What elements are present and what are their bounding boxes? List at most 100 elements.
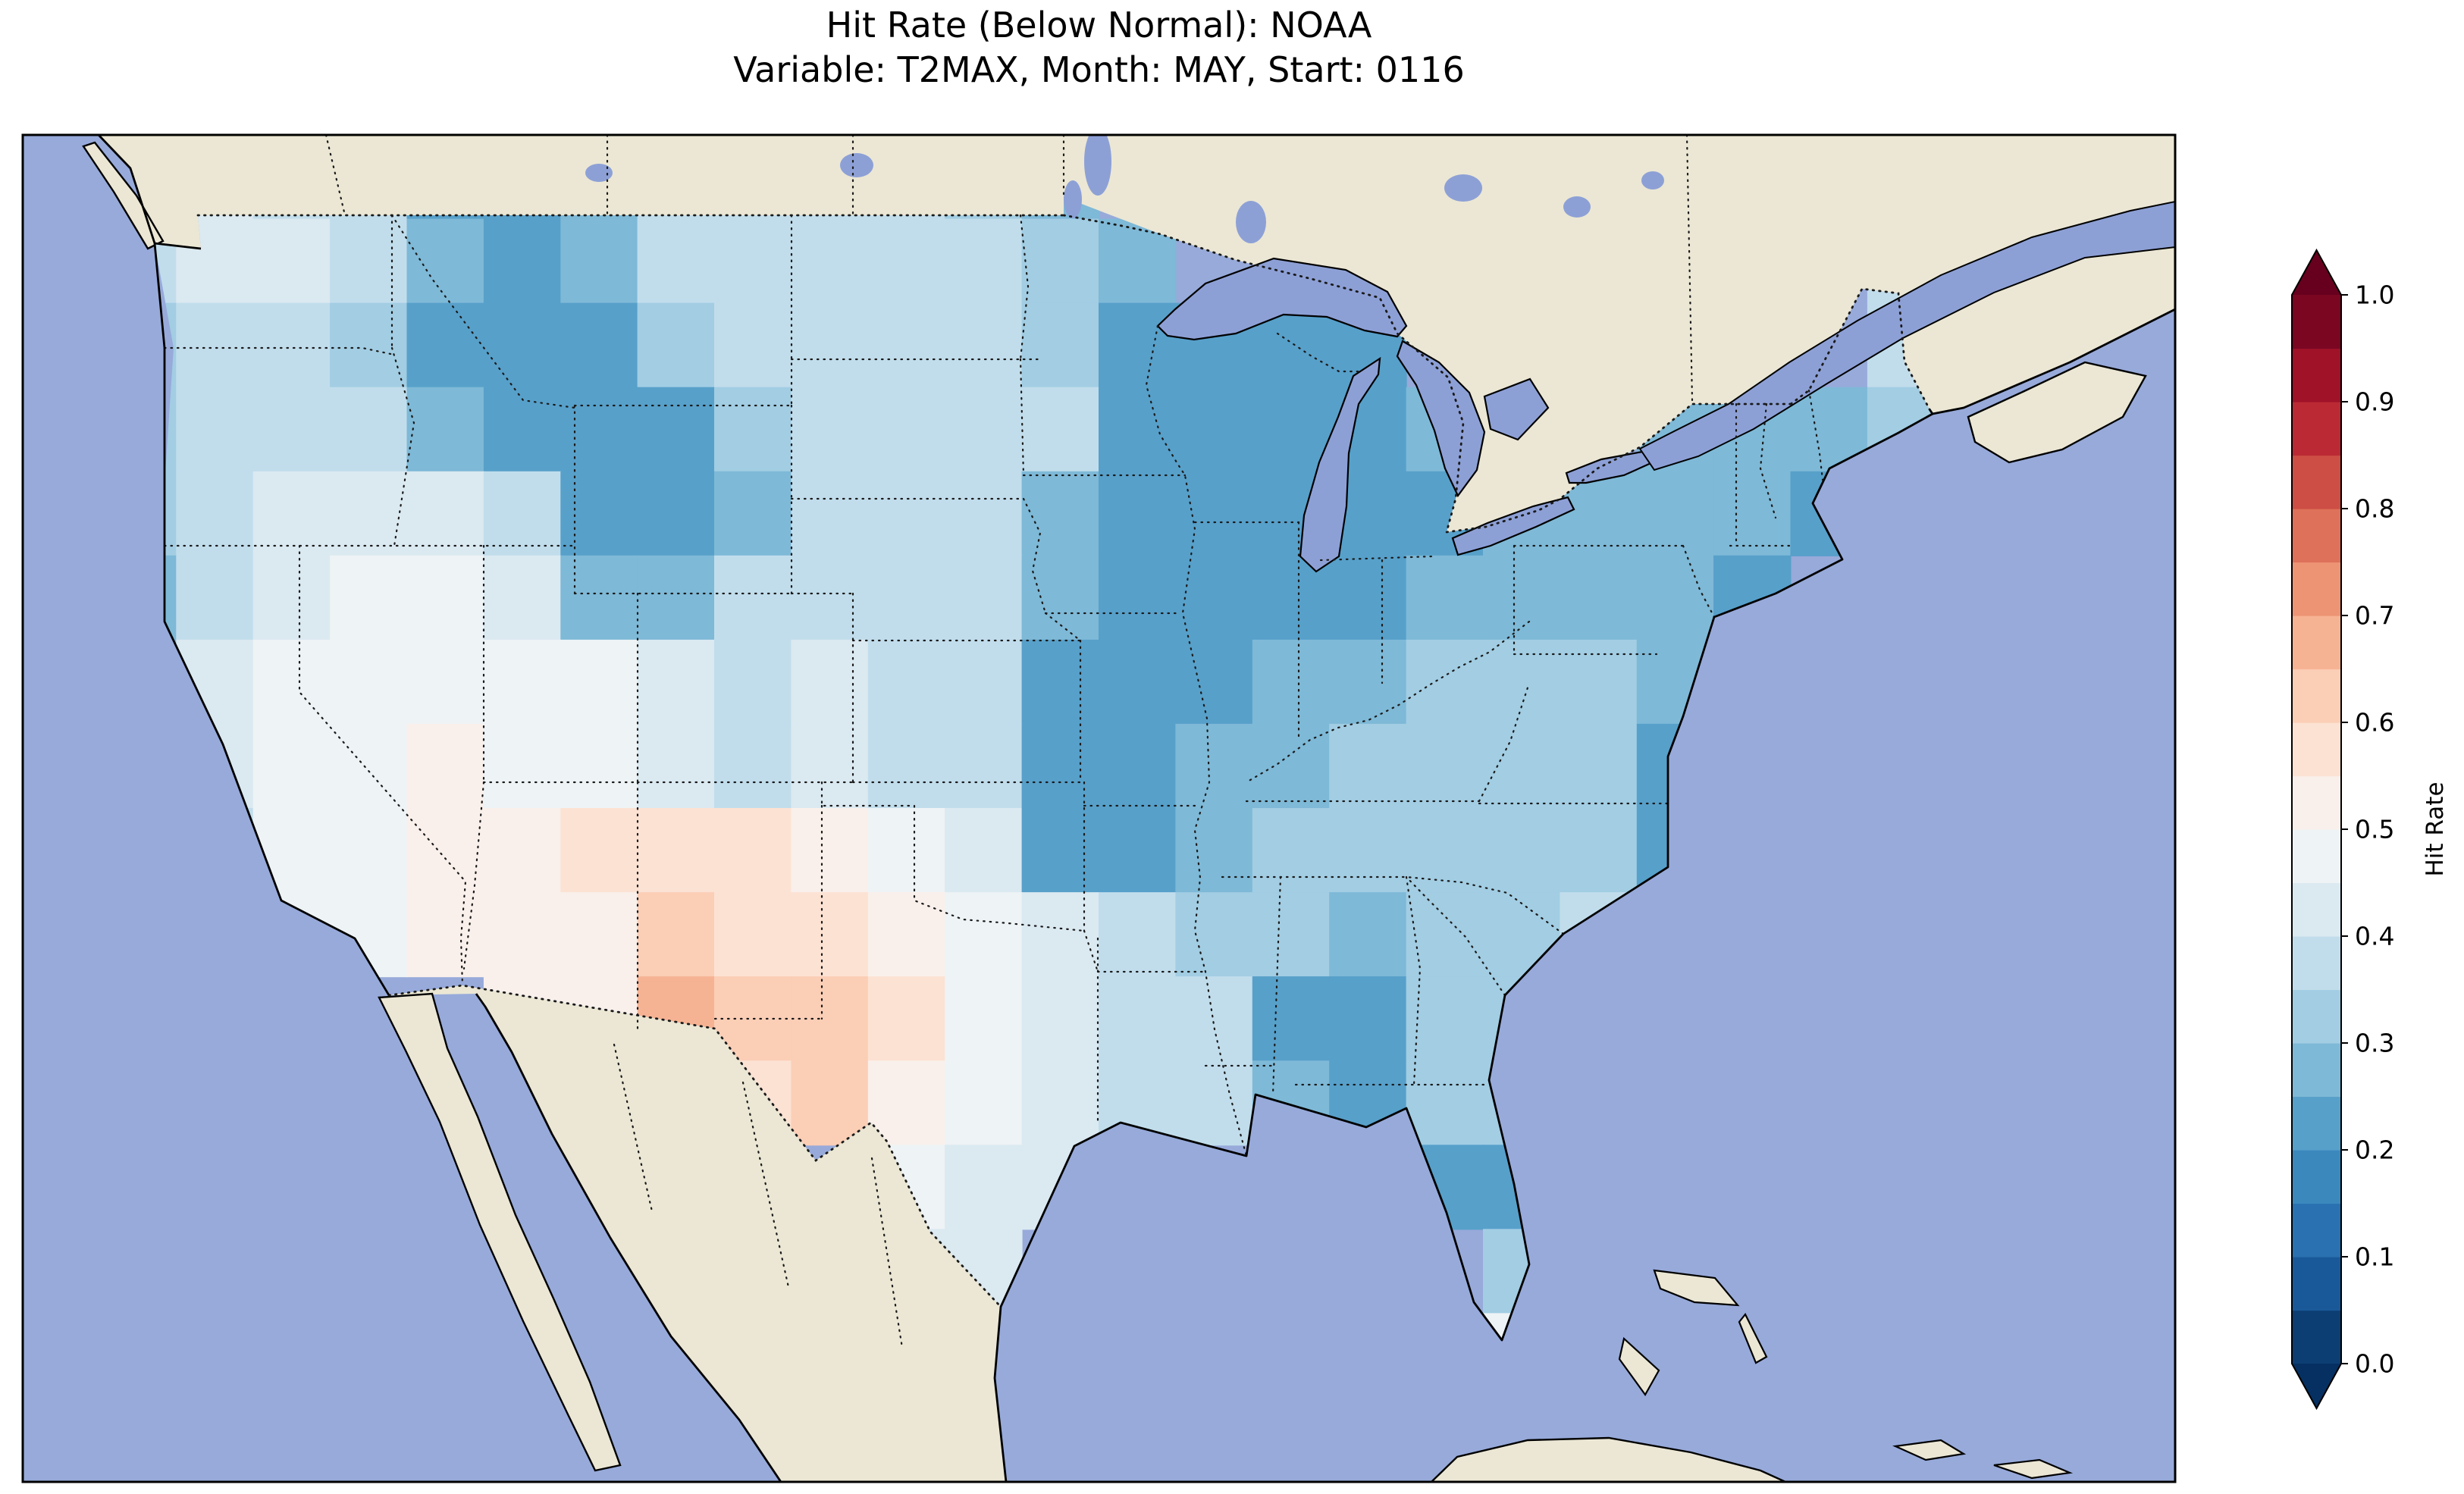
island (1892, 1439, 1967, 1461)
colorbar-segment (2292, 669, 2341, 723)
grid-cell (1560, 808, 1638, 894)
grid-cell (252, 555, 331, 641)
grid-cell (560, 808, 638, 894)
grid-cell (483, 302, 562, 388)
grid-cell (483, 387, 562, 472)
grid-cell (1329, 639, 1407, 725)
grid-cell (945, 723, 1023, 809)
grid-cell (483, 639, 562, 725)
grid-cell (637, 639, 715, 725)
colorbar-tick-label: 0.5 (2355, 815, 2394, 844)
baja-california (378, 992, 622, 1472)
colorbar-tick-label: 0.4 (2355, 922, 2394, 951)
vancouver-island (82, 141, 165, 250)
coastline (1932, 308, 2175, 415)
grid-cell (1021, 555, 1099, 641)
grid-cell (1406, 976, 1484, 1062)
grid-cell (406, 302, 484, 388)
grid-cell (1329, 555, 1407, 641)
grid-cell (1329, 723, 1407, 809)
grid-cell (1021, 639, 1099, 725)
grid-cell (330, 387, 408, 472)
great-lake (1483, 377, 1550, 441)
state-border (298, 544, 467, 987)
grid-cell (714, 639, 792, 725)
grid-cell (1406, 808, 1484, 894)
mexico-land (389, 985, 1006, 1482)
grid-cell (1021, 387, 1099, 472)
grid-cell (560, 723, 638, 809)
grid-cell (252, 639, 331, 725)
grid-cell (483, 471, 562, 556)
state-border (1682, 544, 1716, 619)
colorbar-segment (2292, 936, 2341, 991)
grid-cell (1099, 555, 1177, 641)
canadian-lake (840, 153, 873, 177)
grid-cell (1099, 808, 1177, 894)
grid-cell (1252, 976, 1331, 1062)
grid-cell (791, 218, 869, 304)
state-border (390, 214, 576, 409)
grid-cell (330, 639, 408, 725)
island (1993, 1458, 2074, 1480)
grid-cell (330, 302, 408, 388)
colorbar-tick-label: 0.6 (2355, 708, 2394, 738)
colorbar-extend-low-triangle (2292, 1364, 2341, 1408)
grid-cell (1483, 555, 1561, 641)
grid-cell (867, 723, 946, 809)
grid-cell (176, 302, 254, 388)
grid-cell (1636, 471, 1715, 556)
grid-cell (1021, 471, 1099, 556)
grid-cell (406, 892, 484, 978)
grid-cell (945, 639, 1023, 725)
grid-cell (945, 976, 1023, 1062)
state-border (1022, 497, 1047, 615)
grid-cell (1713, 471, 1792, 556)
grid-cell (791, 892, 869, 978)
grid-cell (791, 639, 869, 725)
colorbar-segment (2292, 989, 2341, 1044)
coastline (97, 135, 156, 244)
grid-cell (791, 387, 869, 472)
canadian-lake (1084, 135, 1111, 196)
colorbar-segment (2292, 775, 2341, 830)
canadian-lake (1563, 196, 1591, 218)
grid-cell (330, 471, 408, 556)
coastline (153, 242, 390, 996)
province-border (324, 135, 346, 217)
great-lake (1396, 340, 1486, 498)
grid-cell (791, 471, 869, 556)
grid-cell (1099, 976, 1177, 1062)
colorbar-tick-label: 0.8 (2355, 494, 2394, 524)
grid-cell (1175, 471, 1253, 556)
grid-cell (1175, 387, 1253, 472)
grid-cell (483, 218, 562, 304)
hit-rate-grid (155, 197, 1933, 1340)
grid-cell (791, 723, 869, 809)
grid-cell (791, 302, 869, 388)
grid-cell (637, 808, 715, 894)
grid-cell (1406, 1060, 1484, 1146)
grid-cell (945, 808, 1023, 894)
grid-cell (1175, 723, 1253, 809)
colorbar-segment (2292, 882, 2341, 937)
grid-cell (945, 892, 1023, 978)
grid-cell (176, 471, 254, 556)
grid-cell (406, 218, 484, 304)
state-border (1019, 358, 1025, 477)
national-border (1789, 287, 1931, 411)
grid-cell (791, 808, 869, 894)
colorbar-tick-label: 0.7 (2355, 601, 2394, 631)
grid-cell (1483, 723, 1561, 809)
grid-cell (1021, 218, 1099, 304)
grid-cell (637, 723, 715, 809)
national-border (387, 984, 1002, 1308)
grid-cell (330, 555, 408, 641)
national-border (1062, 214, 1792, 534)
grid-cell (1021, 723, 1099, 809)
state-border (1145, 324, 1248, 1157)
island (1738, 1312, 1768, 1364)
state-border (1759, 402, 1777, 519)
colorbar-axis-label: Hit Rate (2422, 781, 2449, 876)
